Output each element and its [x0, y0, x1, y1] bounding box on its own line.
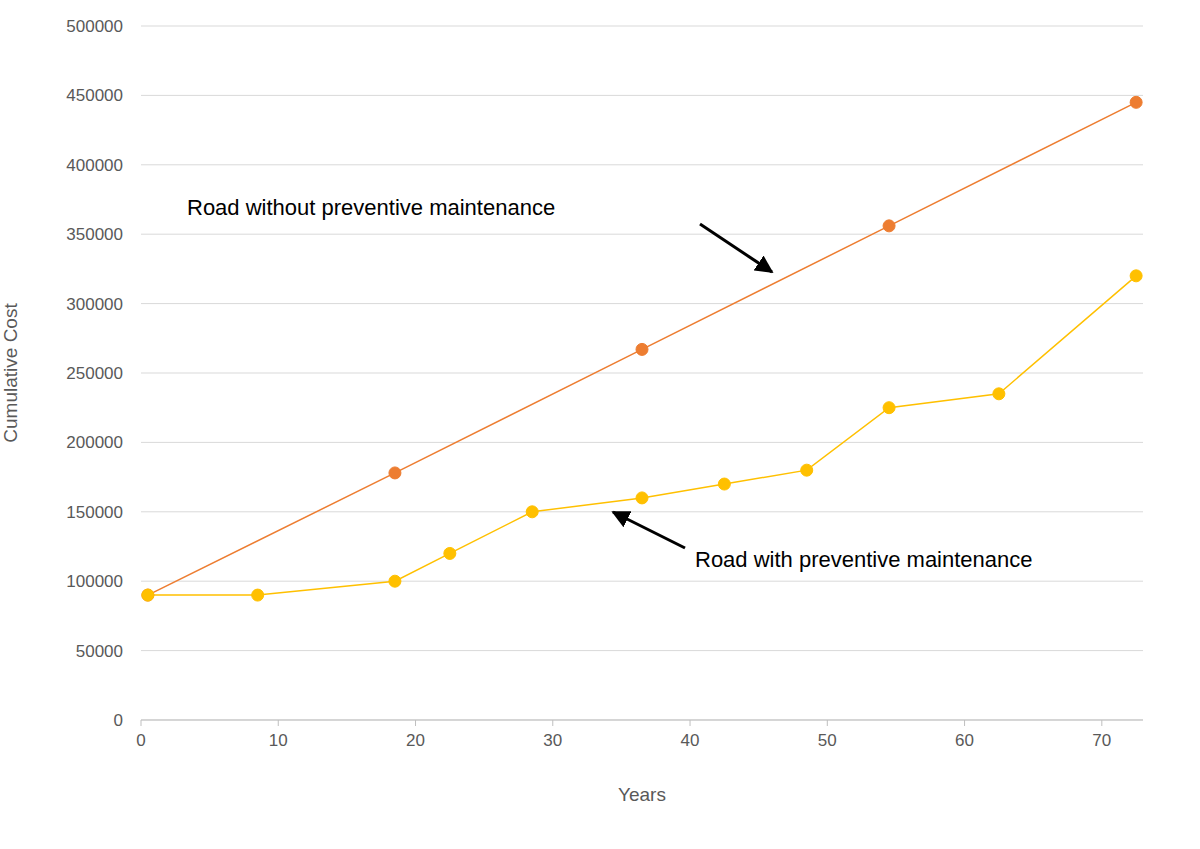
svg-text:450000: 450000 [66, 86, 123, 105]
svg-text:Road with preventive maintenan: Road with preventive maintenance [695, 547, 1033, 572]
svg-text:70: 70 [1092, 731, 1111, 750]
svg-text:Road without preventive mainte: Road without preventive maintenance [187, 195, 555, 220]
svg-text:20: 20 [406, 731, 425, 750]
svg-text:0: 0 [136, 731, 145, 750]
svg-text:250000: 250000 [66, 364, 123, 383]
svg-text:50: 50 [818, 731, 837, 750]
svg-text:350000: 350000 [66, 225, 123, 244]
svg-text:100000: 100000 [66, 572, 123, 591]
svg-text:40: 40 [681, 731, 700, 750]
svg-text:500000: 500000 [66, 17, 123, 36]
svg-text:150000: 150000 [66, 503, 123, 522]
svg-text:10: 10 [269, 731, 288, 750]
svg-text:400000: 400000 [66, 156, 123, 175]
svg-text:300000: 300000 [66, 295, 123, 314]
svg-text:0: 0 [114, 711, 123, 730]
svg-text:30: 30 [543, 731, 562, 750]
svg-text:60: 60 [955, 731, 974, 750]
svg-text:200000: 200000 [66, 433, 123, 452]
svg-text:50000: 50000 [76, 642, 123, 661]
svg-text:Cumulative Cost: Cumulative Cost [8, 303, 21, 443]
svg-text:Years: Years [618, 784, 666, 805]
